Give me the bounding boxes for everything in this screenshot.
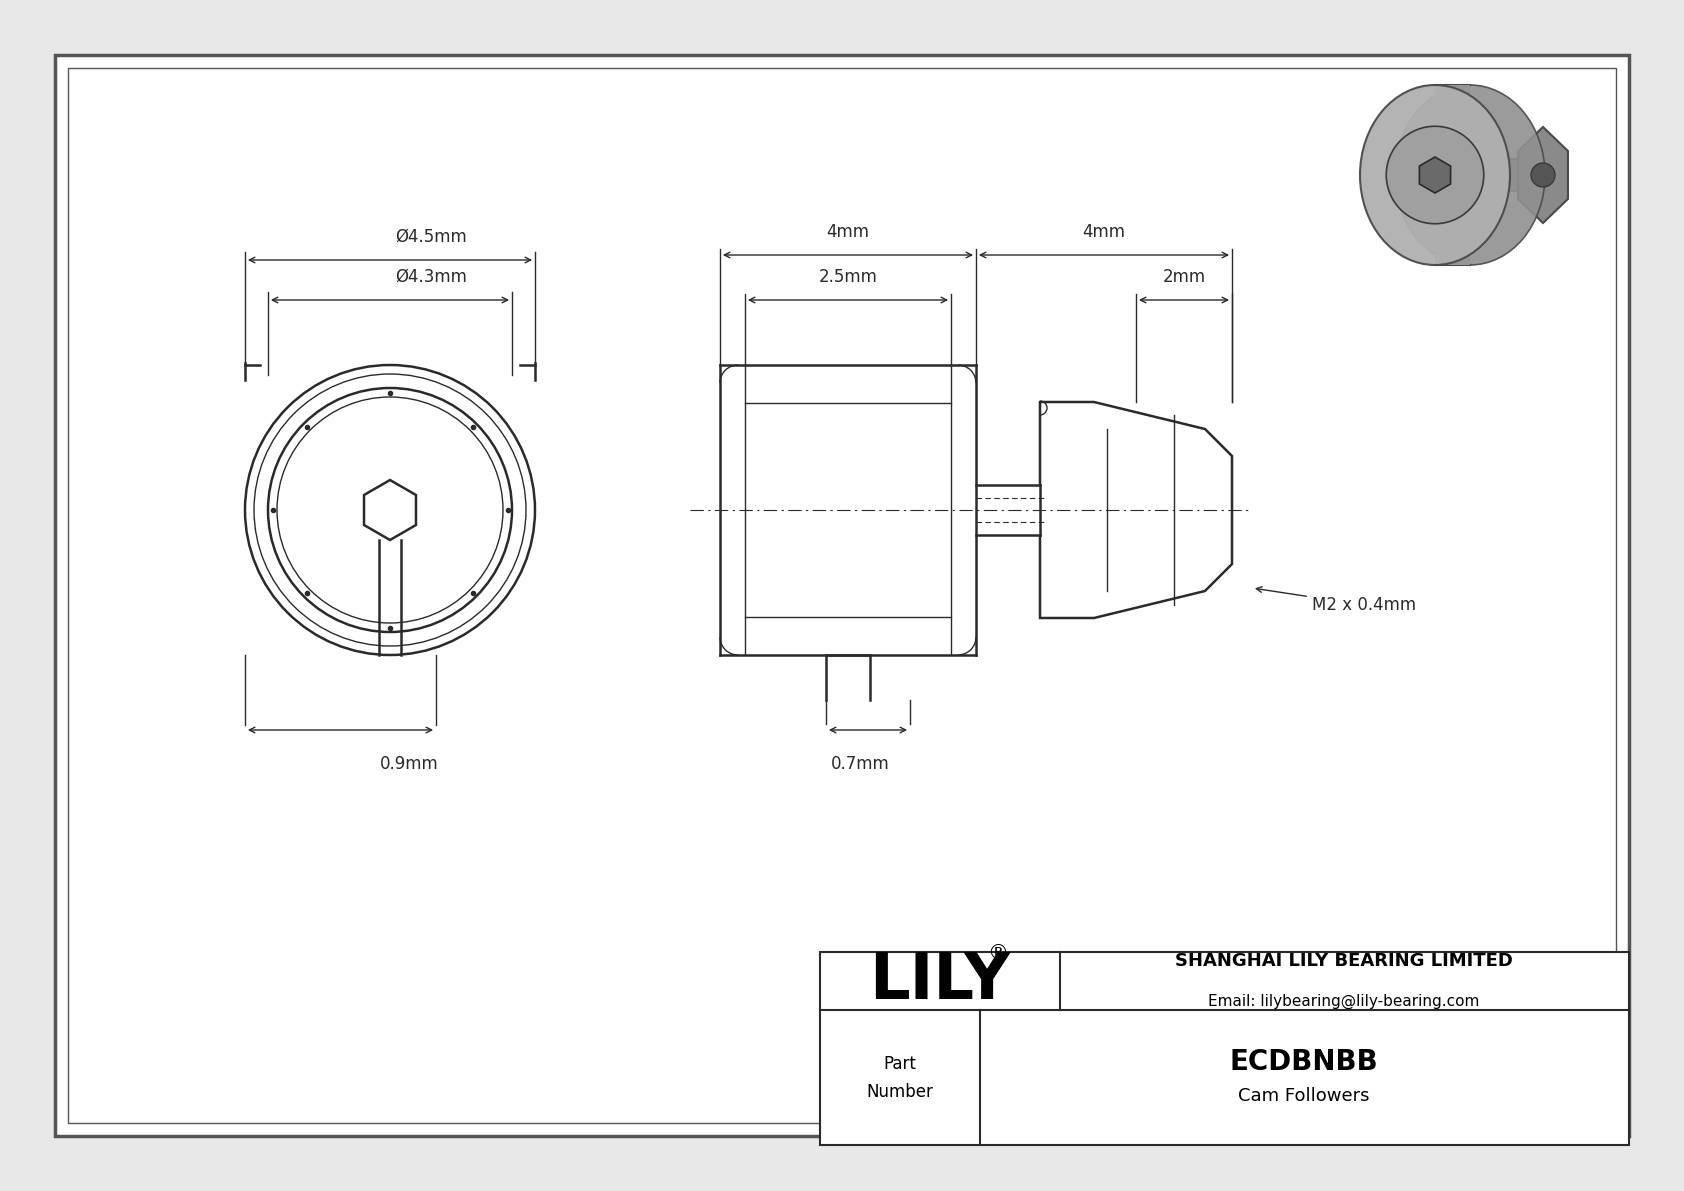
Text: Ø4.3mm: Ø4.3mm — [396, 268, 466, 286]
Ellipse shape — [1361, 85, 1511, 266]
Bar — [1474, 160, 1532, 191]
Circle shape — [1386, 126, 1484, 224]
Text: Email: lilybearing@lily-bearing.com: Email: lilybearing@lily-bearing.com — [1209, 993, 1480, 1009]
Text: 0.7mm: 0.7mm — [830, 755, 889, 773]
Text: M2 x 0.4mm: M2 x 0.4mm — [1256, 587, 1416, 615]
Text: Part: Part — [884, 1055, 916, 1073]
Text: 4mm: 4mm — [827, 223, 869, 241]
Polygon shape — [1517, 127, 1568, 223]
Bar — [820, 952, 1628, 1145]
Text: Number: Number — [867, 1083, 933, 1100]
Text: Ø4.5mm: Ø4.5mm — [396, 227, 466, 247]
Polygon shape — [1420, 157, 1450, 193]
Text: Cam Followers: Cam Followers — [1238, 1087, 1369, 1105]
Bar — [67, 68, 1617, 1123]
Circle shape — [1531, 163, 1554, 187]
Text: ®: ® — [987, 943, 1009, 964]
Bar — [1435, 85, 1470, 266]
Text: LILY: LILY — [869, 950, 1010, 1012]
Text: 0.9mm: 0.9mm — [381, 755, 440, 773]
Text: ECDBNBB: ECDBNBB — [1229, 1048, 1379, 1075]
Text: 4mm: 4mm — [1083, 223, 1125, 241]
Text: SHANGHAI LILY BEARING LIMITED: SHANGHAI LILY BEARING LIMITED — [1175, 952, 1512, 969]
Text: 2mm: 2mm — [1162, 268, 1206, 286]
Ellipse shape — [1394, 85, 1544, 266]
Text: 2.5mm: 2.5mm — [818, 268, 877, 286]
